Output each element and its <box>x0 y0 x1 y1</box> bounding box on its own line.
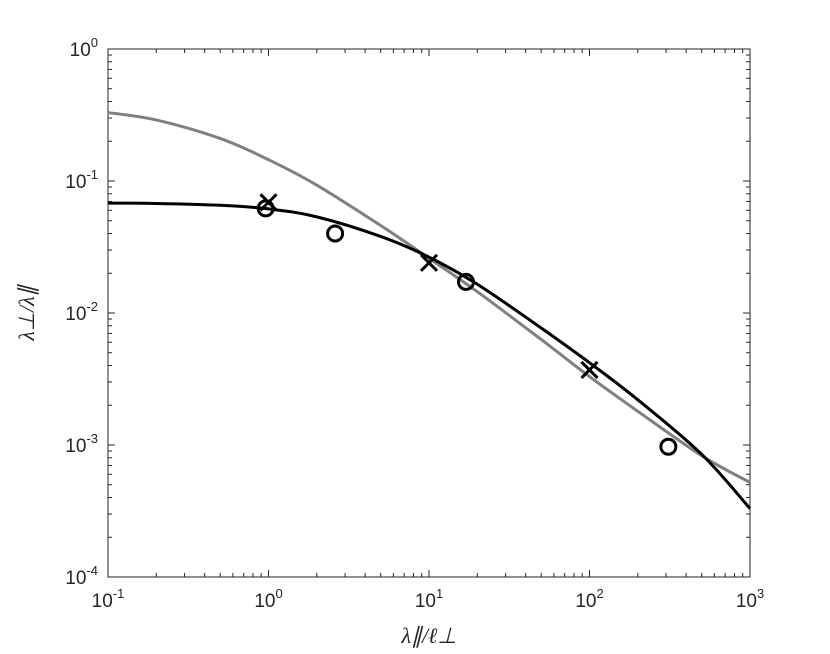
y-tick-label: 10-2 <box>65 299 98 325</box>
plot-area <box>107 48 751 578</box>
x-tick-label: 100 <box>254 586 282 612</box>
x-tick-label: 10-1 <box>92 586 125 612</box>
y-axis-label: λ⊥/λ∥ <box>14 283 39 341</box>
y-tick-label: 10-3 <box>65 431 98 457</box>
circle-marker <box>256 199 275 218</box>
x-tick-label: 101 <box>415 586 443 612</box>
x-axis-label: λ∥/ℓ⊥ <box>401 623 457 648</box>
x-tick-label: 102 <box>575 586 603 612</box>
y-tick-label: 100 <box>70 35 98 61</box>
x-tick-label: 103 <box>736 586 764 612</box>
markers-layer <box>256 193 678 456</box>
x-marker <box>419 253 439 272</box>
circle-marker <box>456 272 475 291</box>
circle-marker <box>326 224 345 243</box>
x-marker <box>580 360 599 380</box>
circle-marker <box>659 437 678 456</box>
y-tick-label: 10-1 <box>65 167 98 193</box>
tick-labels-layer: 10-1 100 101 102 103 10-4 10-3 10-2 10-1 100 <box>65 35 764 612</box>
y-tick-label: 10-4 <box>65 563 98 589</box>
ticks-layer <box>107 48 751 578</box>
